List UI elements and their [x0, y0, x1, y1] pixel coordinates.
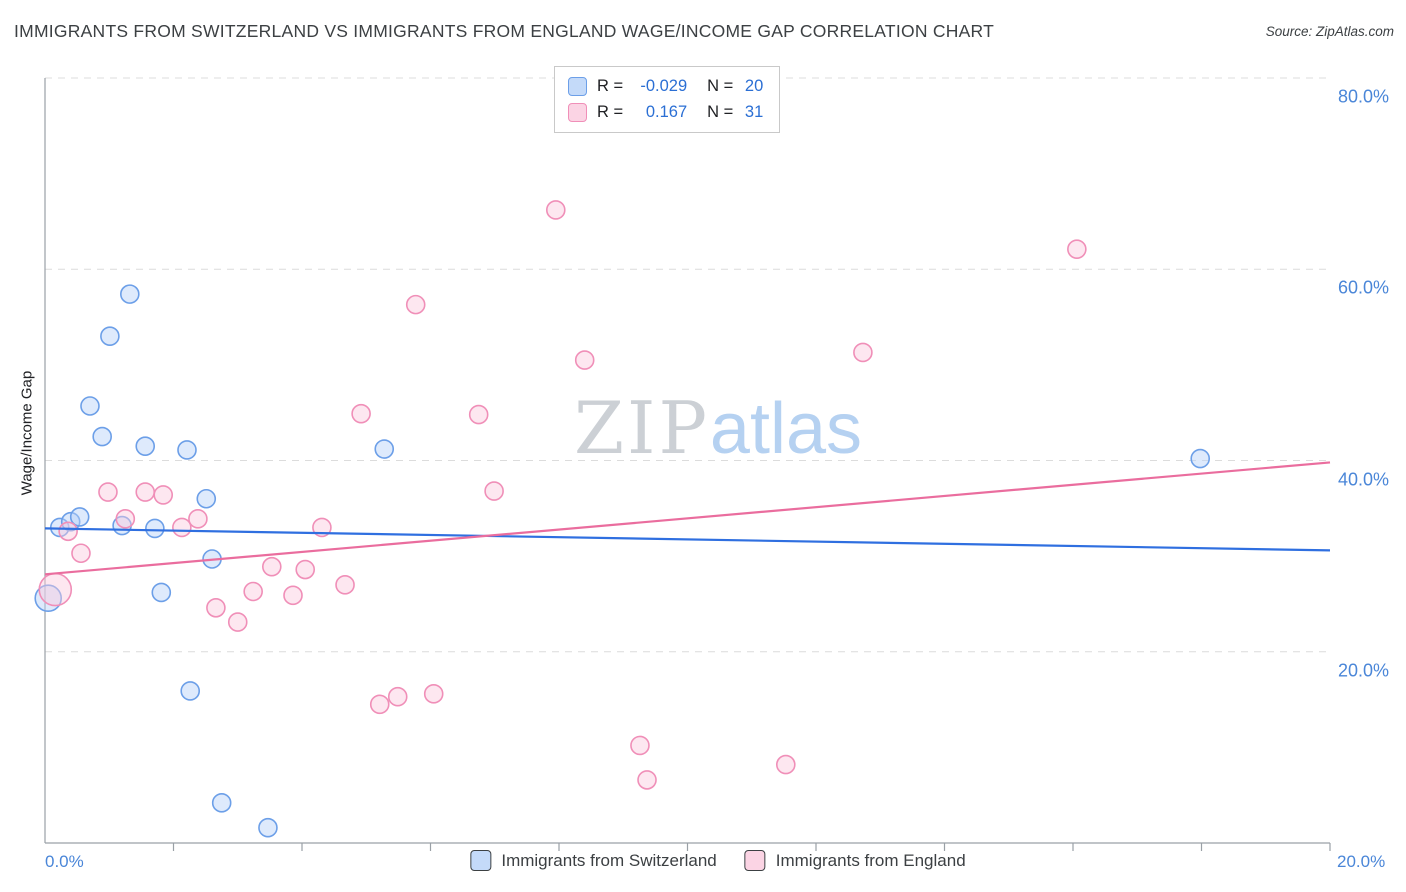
england-data-point[interactable]	[545, 200, 566, 220]
england-data-point[interactable]	[188, 509, 208, 529]
england-swatch-icon	[568, 103, 587, 122]
switzerland-data-point[interactable]	[374, 439, 395, 459]
england-data-point[interactable]	[58, 521, 78, 542]
series-legend: Immigrants from Switzerland Immigrants f…	[470, 850, 966, 871]
y-axis-tick-label: 60.0%	[1338, 277, 1390, 298]
x-axis-max-label: 20.0%	[1337, 852, 1386, 871]
switzerland-data-point[interactable]	[92, 426, 112, 447]
england-data-point[interactable]	[335, 575, 355, 595]
england-data-point[interactable]	[283, 585, 303, 606]
england-data-point[interactable]	[227, 612, 248, 632]
zipatlas-watermark: ZIPatlas	[574, 392, 862, 465]
r-label: R =	[597, 77, 624, 95]
england-data-point[interactable]	[468, 404, 489, 425]
chart-title: IMMIGRANTS FROM SWITZERLAND VS IMMIGRANT…	[14, 21, 995, 41]
england-data-point[interactable]	[423, 684, 444, 704]
r-label: R =	[597, 103, 624, 121]
england-data-point[interactable]	[637, 770, 657, 790]
england-legend-swatch-icon	[744, 850, 766, 871]
england-data-point[interactable]	[405, 294, 426, 315]
y-axis-tick-label: 80.0%	[1338, 86, 1390, 107]
legend-item-england: Immigrants from England	[744, 850, 966, 871]
england-data-point[interactable]	[369, 694, 390, 715]
switzerland-trend-line	[44, 527, 1331, 552]
switzerland-data-point[interactable]	[151, 582, 172, 603]
england-data-point[interactable]	[115, 509, 136, 529]
watermark-zip-text: ZIP	[573, 386, 710, 470]
y-axis-tick-label: 20.0%	[1338, 660, 1390, 681]
england-data-point[interactable]	[1067, 239, 1087, 259]
switzerland-data-point[interactable]	[100, 326, 120, 346]
england-data-point[interactable]	[206, 597, 226, 618]
england-data-point[interactable]	[630, 735, 650, 756]
england-data-point[interactable]	[98, 482, 118, 502]
switzerland-data-point[interactable]	[135, 436, 156, 456]
switzerland-data-point[interactable]	[196, 488, 217, 509]
switzerland-data-point[interactable]	[120, 284, 140, 304]
switzerland-data-point[interactable]	[69, 507, 90, 527]
switzerland-data-point[interactable]	[145, 518, 165, 539]
switzerland-data-point[interactable]	[258, 817, 278, 838]
switzerland-legend-swatch-icon	[470, 850, 492, 871]
switzerland-data-point[interactable]	[180, 681, 201, 701]
england-data-point[interactable]	[71, 543, 91, 564]
legend-item-switzerland: Immigrants from Switzerland	[470, 850, 717, 871]
n-label: N =	[707, 77, 734, 95]
england-data-point[interactable]	[243, 581, 263, 602]
n-value-england: 31	[744, 103, 764, 121]
england-data-point[interactable]	[262, 556, 282, 577]
england-data-point[interactable]	[853, 342, 873, 363]
stats-row-england: R = 0.167 N = 31	[568, 103, 763, 122]
r-value-switzerland: -0.029	[640, 77, 688, 95]
source-attribution: Source: ZipAtlas.com	[1265, 24, 1394, 39]
england-data-point[interactable]	[574, 350, 595, 370]
x-axis-min-label: 0.0%	[45, 852, 84, 871]
switzerland-data-point[interactable]	[177, 440, 197, 460]
england-data-point[interactable]	[312, 517, 332, 538]
switzerland-swatch-icon	[568, 77, 587, 96]
r-value-england: 0.167	[645, 103, 688, 121]
switzerland-data-point[interactable]	[34, 584, 63, 613]
england-data-point[interactable]	[351, 403, 371, 424]
legend-label-england: Immigrants from England	[775, 850, 966, 870]
switzerland-data-point[interactable]	[80, 396, 100, 416]
england-data-point[interactable]	[38, 572, 73, 607]
england-trend-line	[44, 461, 1331, 576]
n-label: N =	[707, 103, 734, 121]
england-data-point[interactable]	[135, 482, 156, 502]
stats-row-switzerland: R = -0.029 N = 20	[568, 77, 763, 96]
n-value-switzerland: 20	[744, 77, 764, 95]
legend-label-switzerland: Immigrants from Switzerland	[501, 850, 717, 870]
switzerland-data-point[interactable]	[1190, 448, 1211, 469]
correlation-stats-legend: R = -0.029 N = 20 R = 0.167 N = 31	[554, 66, 781, 133]
watermark-atlas-text: atlas	[709, 389, 863, 469]
england-data-point[interactable]	[295, 559, 316, 580]
england-data-point[interactable]	[153, 485, 174, 505]
england-data-point[interactable]	[484, 481, 504, 501]
switzerland-data-point[interactable]	[211, 793, 232, 813]
y-axis-tick-label: 40.0%	[1338, 469, 1390, 489]
england-data-point[interactable]	[776, 754, 796, 775]
england-data-point[interactable]	[387, 686, 408, 707]
england-data-point[interactable]	[172, 517, 192, 538]
